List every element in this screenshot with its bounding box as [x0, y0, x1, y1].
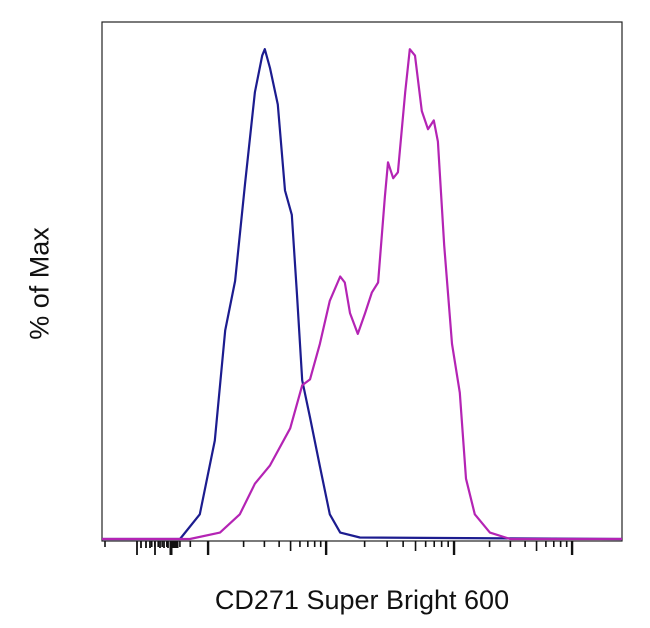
y-axis-label: % of Max [24, 227, 55, 340]
x-axis-label: CD271 Super Bright 600 [214, 585, 510, 615]
series-line-1 [102, 48, 623, 541]
plot-frame [101, 21, 623, 542]
x-axis-ticks [104, 541, 574, 555]
series-line-2 [102, 48, 622, 541]
series-lines [102, 48, 623, 541]
